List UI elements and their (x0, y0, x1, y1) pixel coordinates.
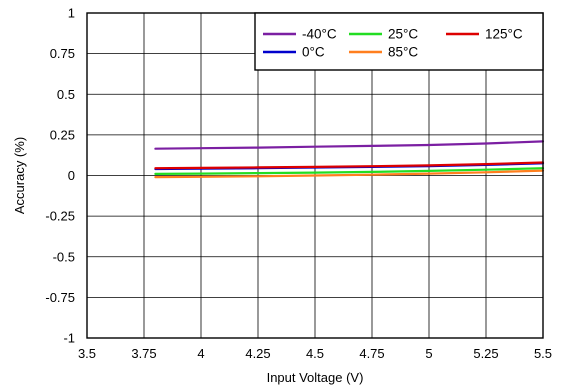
y-tick-label: -0.75 (45, 290, 75, 305)
x-tick-label: 4.5 (306, 346, 324, 361)
x-tick-label: 3.5 (78, 346, 96, 361)
series-line-25°C (154, 167, 545, 175)
y-tick-label: 1 (68, 6, 75, 21)
legend: -40°C 25°C 125°C 0°C 85°C (254, 12, 544, 71)
legend-label-85°C: 85°C (388, 45, 418, 60)
legend-label-0°C: 0°C (302, 45, 325, 60)
y-tick-label: -0.5 (53, 249, 75, 264)
x-tick-labels: 3.5 3.75 4 4.25 4.5 4.75 5 5.25 5.5 (78, 346, 552, 361)
y-tick-labels: -1 -0.75 -0.5 -0.25 0 0.25 0.5 0.75 1 (45, 6, 75, 346)
x-tick-label: 5.25 (473, 346, 498, 361)
x-tick-label: 5 (425, 346, 432, 361)
y-tick-label: 0 (68, 168, 75, 183)
y-tick-label: 0.25 (50, 127, 75, 142)
x-tick-label: 5.5 (534, 346, 552, 361)
x-tick-label: 4.25 (245, 346, 270, 361)
x-tick-label: 4 (197, 346, 204, 361)
series-line--40°C (154, 140, 545, 150)
legend-box (254, 12, 544, 71)
y-tick-label: 0.5 (57, 87, 75, 102)
legend-label-25°C: 25°C (388, 27, 418, 42)
series-line-125°C (154, 161, 545, 170)
legend-label--40°C: -40°C (302, 27, 337, 42)
x-axis-title: Input Voltage (V) (267, 370, 364, 385)
y-tick-label: -0.25 (45, 209, 75, 224)
y-tick-label: -1 (63, 331, 75, 346)
series-lines (154, 140, 545, 179)
y-tick-label: 0.75 (50, 46, 75, 61)
series-line-85°C (154, 169, 545, 179)
legend-label-125°C: 125°C (485, 27, 523, 42)
x-tick-label: 3.75 (131, 346, 156, 361)
y-axis-title: Accuracy (%) (12, 137, 27, 214)
x-tick-label: 4.75 (359, 346, 384, 361)
